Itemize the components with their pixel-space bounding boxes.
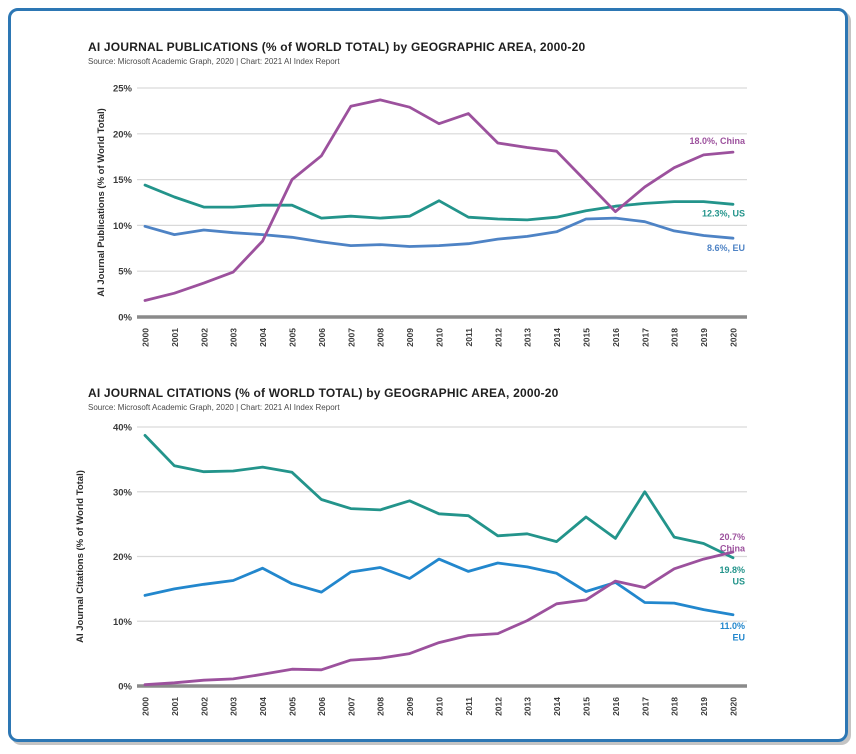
x-tick-label: 2014 xyxy=(552,328,562,347)
y-tick-label: 25% xyxy=(113,84,133,95)
end-label-China: China xyxy=(720,543,746,553)
y-tick-label: 0% xyxy=(118,682,132,693)
series-line-China xyxy=(143,98,735,302)
y-axis-title: AI Journal Citations (% of World Total) xyxy=(75,470,86,643)
y-axis-title: AI Journal Publications (% of World Tota… xyxy=(96,108,107,297)
x-tick-label: 2001 xyxy=(170,328,180,347)
x-tick-label: 2002 xyxy=(199,328,209,347)
y-tick-label: 15% xyxy=(113,175,133,186)
series-line-EU xyxy=(143,557,735,617)
x-tick-label: 2003 xyxy=(229,697,239,716)
publications-chart-title: AI JOURNAL PUBLICATIONS (% of WORLD TOTA… xyxy=(88,40,586,54)
x-tick-label: 2005 xyxy=(288,328,298,347)
y-tick-label: 20% xyxy=(113,129,133,140)
x-tick-label: 2011 xyxy=(464,328,474,347)
x-tick-label: 2019 xyxy=(699,697,709,716)
end-label-China: 20.7% xyxy=(719,532,745,542)
x-tick-label: 2007 xyxy=(346,328,356,347)
x-tick-label: 2008 xyxy=(376,328,386,347)
x-tick-label: 2014 xyxy=(552,697,562,716)
end-label-US: 19.8% xyxy=(719,565,745,575)
x-tick-label: 2003 xyxy=(229,328,239,347)
x-tick-label: 2004 xyxy=(258,697,268,716)
x-tick-label: 2009 xyxy=(405,697,415,716)
publications-chart-source: Source: Microsoft Academic Graph, 2020 |… xyxy=(88,57,340,66)
x-tick-label: 2010 xyxy=(435,697,445,716)
end-label-EU: EU xyxy=(732,632,745,642)
y-tick-label: 5% xyxy=(118,267,132,278)
series-line-US xyxy=(143,183,735,222)
x-tick-label: 2001 xyxy=(170,697,180,716)
x-tick-label: 2000 xyxy=(141,328,151,347)
x-tick-label: 2000 xyxy=(141,697,151,716)
x-tick-label: 2017 xyxy=(640,328,650,347)
x-tick-label: 2009 xyxy=(405,328,415,347)
y-tick-label: 20% xyxy=(113,552,133,563)
x-tick-label: 2015 xyxy=(582,328,592,347)
x-tick-label: 2010 xyxy=(435,328,445,347)
x-tick-label: 2008 xyxy=(376,697,386,716)
x-tick-label: 2017 xyxy=(640,697,650,716)
x-tick-label: 2019 xyxy=(699,328,709,347)
x-tick-label: 2020 xyxy=(729,328,739,347)
x-tick-label: 2006 xyxy=(317,697,327,716)
y-tick-label: 40% xyxy=(113,423,133,434)
x-tick-label: 2020 xyxy=(729,697,739,716)
citations-line-chart: 0% 10% 20% 30% 40% AI Journal Citations (% of… xyxy=(75,423,747,716)
end-label-EU: 11.0% xyxy=(720,621,745,631)
y-tick-label: 10% xyxy=(113,617,133,628)
citations-chart-source: Source: Microsoft Academic Graph, 2020 |… xyxy=(88,403,340,412)
citations-chart-title: AI JOURNAL CITATIONS (% of WORLD TOTAL) … xyxy=(88,386,559,400)
x-tick-label: 2006 xyxy=(317,328,327,347)
series-line-China xyxy=(143,550,735,687)
publications-line-chart: 0% 5% 10% 15% 20% 25% AI Journal Publications … xyxy=(96,84,747,347)
x-tick-label: 2013 xyxy=(523,697,533,716)
x-tick-label: 2011 xyxy=(464,697,474,716)
x-tick-label: 2012 xyxy=(493,328,503,347)
x-tick-label: 2005 xyxy=(288,697,298,716)
x-tick-label: 2007 xyxy=(346,697,356,716)
x-tick-label: 2016 xyxy=(611,328,621,347)
x-tick-label: 2002 xyxy=(199,697,209,716)
end-label-US: 12.3%, US xyxy=(702,208,745,218)
x-tick-label: 2004 xyxy=(258,328,268,347)
x-tick-label: 2012 xyxy=(493,697,503,716)
y-tick-label: 10% xyxy=(113,221,133,232)
series-line-US xyxy=(143,433,735,560)
end-label-US: US xyxy=(732,576,745,586)
x-tick-label: 2016 xyxy=(611,697,621,716)
x-tick-label: 2018 xyxy=(670,328,680,347)
end-label-China: 18.0%, China xyxy=(689,136,746,146)
x-tick-label: 2015 xyxy=(582,697,592,716)
end-label-EU: 8.6%, EU xyxy=(707,243,745,253)
y-tick-label: 30% xyxy=(113,487,133,498)
series-line-EU xyxy=(143,216,735,248)
y-tick-label: 0% xyxy=(118,313,132,324)
x-tick-label: 2013 xyxy=(523,328,533,347)
x-tick-label: 2018 xyxy=(670,697,680,716)
